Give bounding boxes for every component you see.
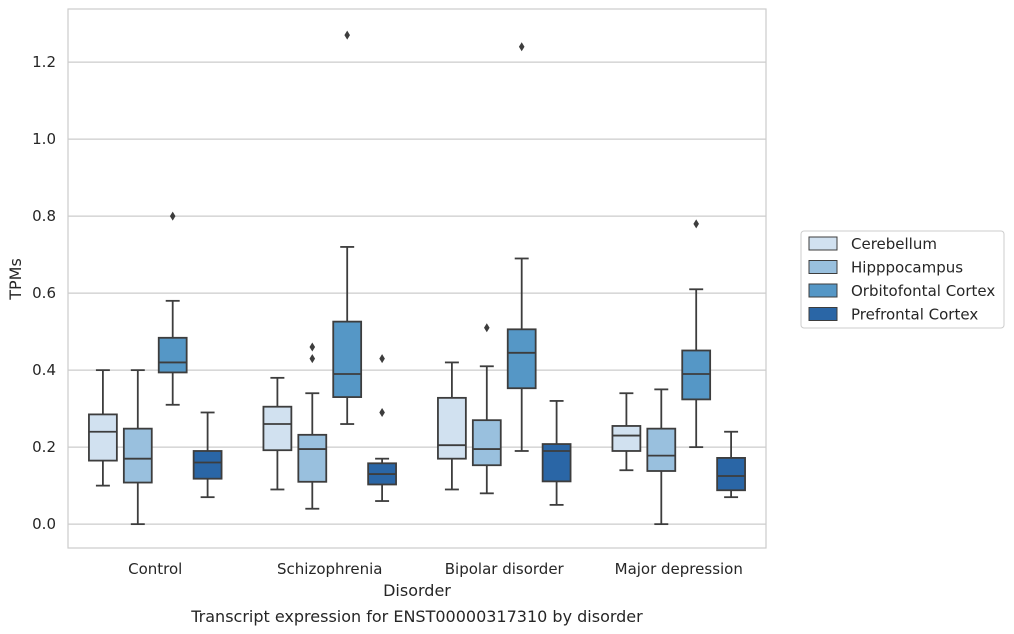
plot-frame [67,8,767,549]
y-tick-label: 1.2 [32,53,56,71]
box [332,320,363,398]
y-tick-label: 0.6 [32,284,56,302]
legend: Cerebellum Hipppocampus Orbitofontal Corte… [800,230,1005,329]
x-tick-label: Schizophrenia [277,560,382,578]
box [716,457,746,492]
outlier-point [344,30,350,40]
box-group [611,392,642,472]
box [541,443,572,483]
box [471,419,502,467]
box-group [541,400,572,506]
y-tick-label: 0.2 [32,438,56,456]
legend-label: Cerebellum [851,235,937,253]
legend-swatch [808,236,838,251]
box-group [681,219,712,449]
outlier-point [169,211,176,221]
y-axis-ticks: 0.0 0.2 0.4 0.6 0.8 1.0 1.2 [32,53,56,533]
box-group [506,42,537,452]
box [192,450,223,480]
legend-label: Prefrontal Cortex [851,306,978,324]
box-group [192,411,223,499]
box-group [437,361,467,491]
box-group [262,376,293,491]
x-tick-label: Bipolar disorder [445,560,565,578]
box [646,427,677,472]
box [437,396,467,460]
box-group [157,211,188,406]
legend-swatch [808,283,838,298]
box-group [122,369,153,526]
box-group [716,430,746,499]
box-group [332,30,363,425]
x-axis-label: Disorder [383,581,451,600]
y-tick-label: 0.0 [32,515,56,533]
outlier-point [379,354,385,364]
legend-items: Cerebellum Hipppocampus Orbitofontal Corte… [808,235,995,324]
box [297,433,328,483]
outlier-point [484,323,490,333]
box [506,328,537,390]
outlier-point [309,354,316,364]
legend-frame [800,230,1005,329]
outlier-point [693,219,699,229]
box-group [88,369,118,487]
box-group [367,354,397,502]
y-axis-label: TPMs [6,258,25,301]
legend-swatch [808,260,838,274]
box [681,349,712,401]
box-group [646,388,677,526]
y-tick-label: 1.0 [32,130,56,148]
x-axis-ticks: Control Schizophrenia Bipolar disorder Majo… [128,560,743,578]
outlier-point [379,407,385,417]
y-tick-label: 0.4 [32,361,56,379]
legend-label: Orbitofontal Cortex [851,282,995,300]
outlier-point [309,342,316,352]
box [88,413,118,462]
box [262,405,293,452]
x-tick-label: Control [128,560,182,578]
x-tick-label: Major depression [615,560,743,578]
legend-swatch [808,307,838,321]
outlier-point [518,42,525,52]
legend-label: Hipppocampus [851,259,963,277]
box-group [297,342,328,510]
box-group [471,323,502,495]
boxes [88,30,746,526]
y-tick-label: 0.8 [32,207,56,225]
chart-caption: Transcript expression for ENST0000031731… [190,607,643,626]
box [157,336,188,374]
box [611,425,642,452]
box [122,427,153,484]
